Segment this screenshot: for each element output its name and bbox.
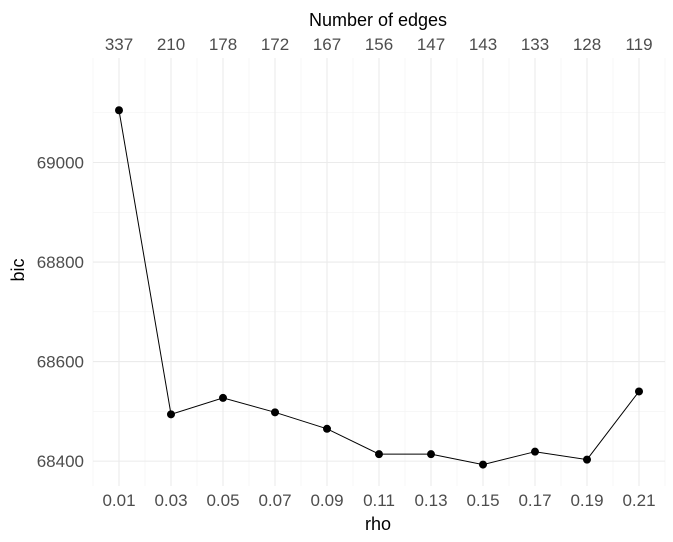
top-tick-label: 210 [157, 35, 185, 54]
top-tick-label: 119 [625, 35, 652, 54]
top-tick-label: 172 [261, 35, 289, 54]
x-tick-label: 0.17 [518, 491, 551, 510]
x-axis-title: rho [365, 514, 391, 534]
y-tick-label: 68600 [37, 353, 84, 372]
y-tick-label: 68800 [37, 253, 84, 272]
top-axis-title: Number of edges [309, 10, 447, 30]
data-point [115, 106, 123, 115]
data-point [635, 387, 643, 396]
x-tick-label: 0.03 [154, 491, 187, 510]
data-point [583, 455, 591, 464]
x-tick-label: 0.07 [258, 491, 291, 510]
top-tick-label: 337 [105, 35, 133, 54]
data-point [271, 408, 279, 417]
data-point [375, 450, 383, 459]
top-tick-label: 156 [365, 35, 393, 54]
x-tick-label: 0.11 [363, 491, 395, 510]
x-tick-label: 0.05 [206, 491, 239, 510]
data-point [427, 450, 435, 459]
y-tick-label: 69000 [37, 154, 84, 173]
data-point [167, 410, 175, 419]
x-tick-label: 0.21 [622, 491, 655, 510]
top-tick-label: 133 [521, 35, 549, 54]
y-axis-title: bic [8, 258, 28, 281]
grid-lines [92, 58, 666, 486]
x-tick-label: 0.09 [310, 491, 343, 510]
bic-series [115, 106, 643, 469]
x-tick-label: 0.13 [414, 491, 447, 510]
data-point [219, 393, 227, 402]
top-tick-label: 143 [469, 35, 497, 54]
data-point [323, 424, 331, 433]
data-point [479, 460, 487, 469]
x-tick-label: 0.01 [102, 491, 135, 510]
top-tick-label: 147 [417, 35, 445, 54]
tick-labels: 0.01 0.03 0.05 0.07 0.09 0.11 0.13 0.15 0.17 0.19… [37, 35, 656, 510]
top-tick-label: 128 [573, 35, 601, 54]
y-tick-label: 68400 [37, 452, 84, 471]
x-tick-label: 0.15 [466, 491, 499, 510]
x-tick-label: 0.19 [570, 491, 603, 510]
top-tick-label: 167 [313, 35, 341, 54]
data-point [531, 447, 539, 456]
top-tick-label: 178 [209, 35, 237, 54]
